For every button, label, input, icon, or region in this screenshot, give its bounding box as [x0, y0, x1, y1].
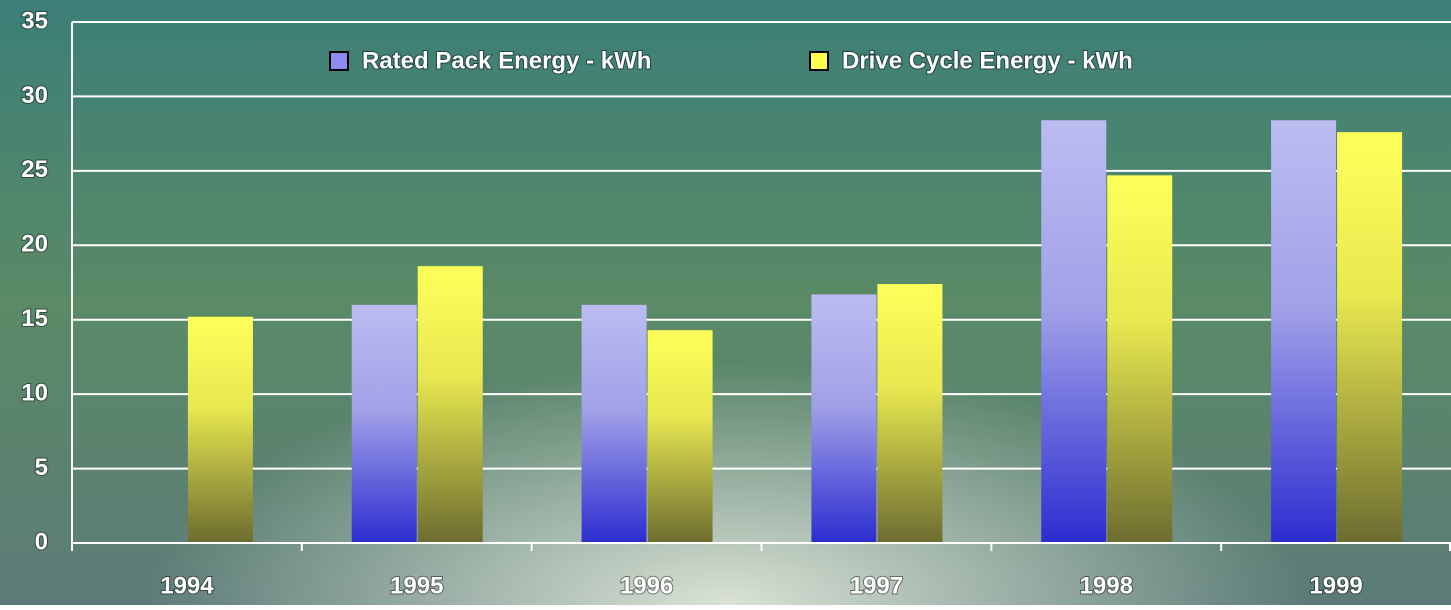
x-tick-label: 1999 [1309, 572, 1362, 599]
bar [1271, 120, 1337, 543]
y-tick-label: 25 [21, 156, 48, 183]
legend-label: Drive Cycle Energy - kWh [842, 47, 1133, 74]
bar [647, 330, 713, 543]
x-tick-label: 1998 [1080, 572, 1133, 599]
x-tick-label: 1995 [390, 572, 443, 599]
bar [581, 304, 647, 543]
bar [417, 266, 483, 543]
bar [1041, 120, 1107, 543]
bar [351, 304, 417, 543]
y-tick-label: 0 [35, 528, 48, 555]
bar [187, 316, 253, 543]
bar [811, 294, 877, 543]
bar [1337, 132, 1403, 543]
bar [1107, 175, 1173, 543]
y-tick-label: 10 [21, 379, 48, 406]
legend-label: Rated Pack Energy - kWh [362, 47, 651, 74]
x-tick-label: 1996 [620, 572, 673, 599]
legend-swatch [329, 51, 349, 71]
bar [877, 283, 943, 543]
y-tick-label: 35 [21, 7, 48, 34]
legend-swatch [809, 51, 829, 71]
y-tick-label: 20 [21, 231, 48, 258]
y-tick-label: 5 [35, 454, 48, 481]
y-tick-label: 15 [21, 305, 48, 332]
x-tick-label: 1997 [850, 572, 903, 599]
x-tick-label: 1994 [160, 572, 214, 599]
y-tick-label: 30 [21, 82, 48, 109]
